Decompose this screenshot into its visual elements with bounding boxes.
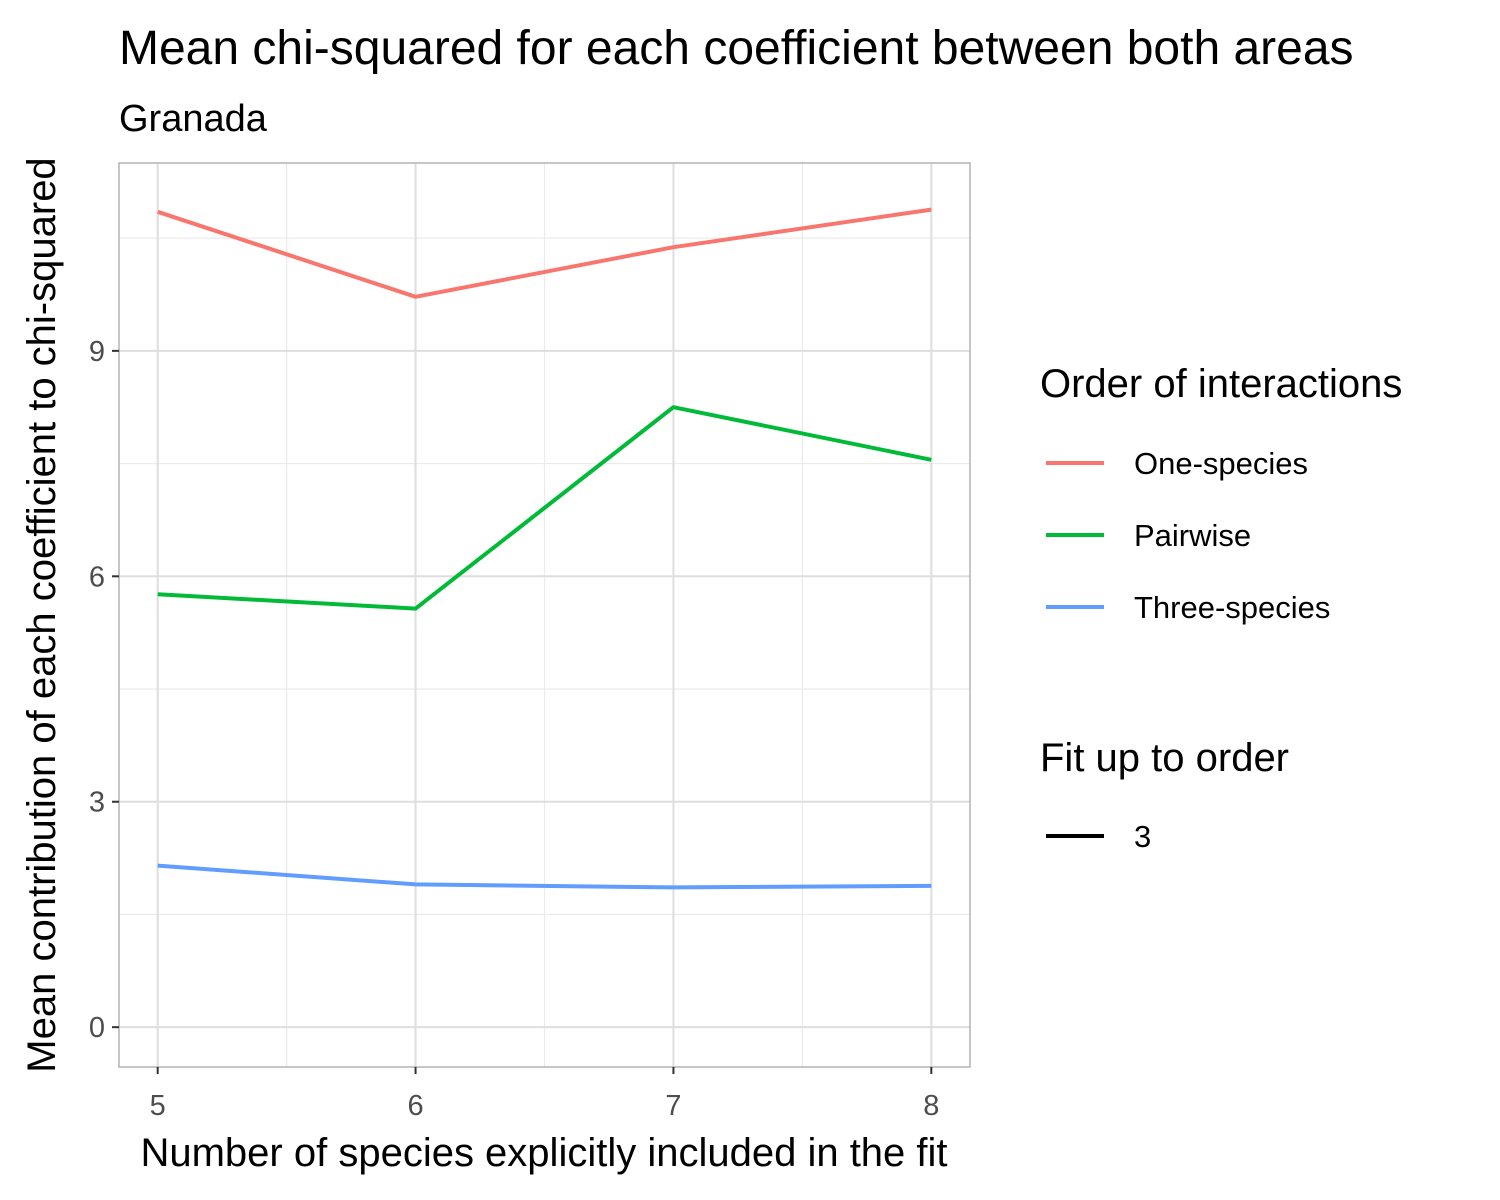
y-axis-title: Mean contribution of each coefficient to…: [20, 157, 64, 1072]
legend-label-three-species: Three-species: [1134, 590, 1330, 625]
chart-subtitle: Granada: [119, 98, 268, 140]
grid-major: [119, 163, 970, 1067]
y-tick-label: 3: [89, 787, 105, 819]
x-tick-label: 8: [923, 1090, 939, 1122]
legend-linetype-title: Fit up to order: [1040, 736, 1289, 780]
legend-color-entries: One-species Pairwise Three-species: [1046, 446, 1330, 625]
series-lines: [157, 207, 932, 890]
legend: Order of interactions One-species Pairwis…: [1040, 362, 1402, 854]
legend-label-one-species: One-species: [1134, 446, 1308, 481]
y-tick-label: 9: [89, 336, 105, 368]
series-line-one-species: [157, 207, 932, 299]
plot-border: [118, 162, 971, 1068]
y-axis-ticks: 0 3 6 9: [89, 336, 119, 1044]
x-tick-label: 6: [407, 1090, 423, 1122]
legend-label-pairwise: Pairwise: [1134, 518, 1251, 553]
x-axis-title: Number of species explicitly included in…: [140, 1131, 947, 1175]
plot-panel: [118, 162, 971, 1068]
grid-minor: [119, 163, 970, 1067]
legend-label-linetype: 3: [1134, 819, 1151, 854]
series-line-pairwise: [157, 405, 932, 611]
legend-linetype-entries: 3: [1046, 819, 1151, 854]
y-tick-label: 0: [89, 1012, 105, 1044]
y-tick-label: 6: [89, 561, 105, 593]
chart-title: Mean chi-squared for each coefficient be…: [119, 22, 1354, 75]
series-line-three-species: [157, 863, 932, 890]
x-tick-label: 7: [665, 1090, 681, 1122]
x-tick-label: 5: [150, 1090, 166, 1122]
legend-color-title: Order of interactions: [1040, 362, 1402, 406]
x-axis-ticks: 5 6 7 8: [150, 1067, 939, 1122]
